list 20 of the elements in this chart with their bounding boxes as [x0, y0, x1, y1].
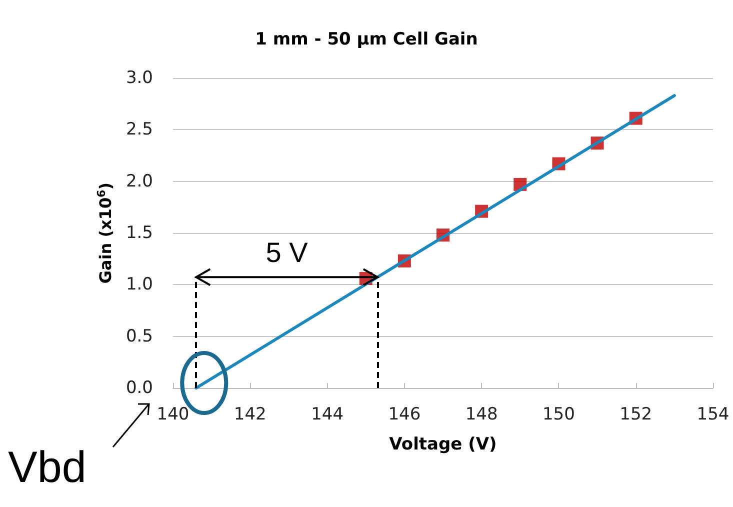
y-tick-label: 0.5 — [126, 326, 153, 346]
y-tick-label: 0.0 — [126, 378, 153, 398]
y-axis-title: Gain (x106) — [95, 182, 115, 284]
annotation: 5 V — [266, 237, 308, 268]
y-tick-label: 1.0 — [126, 274, 153, 295]
x-tick-label: 150 — [542, 404, 575, 424]
x-tick-label: 146 — [388, 404, 421, 424]
x-tick-label: 152 — [620, 404, 652, 424]
y-tick-label: 1.5 — [126, 223, 153, 243]
y-tick-label: 2.0 — [126, 171, 153, 192]
x-tick-label: 142 — [234, 404, 266, 424]
x-tick-label: 140 — [156, 404, 190, 424]
y-tick-label: 3.0 — [126, 68, 153, 88]
x-tick-label: 148 — [465, 404, 498, 424]
x-tick-label: 144 — [311, 404, 344, 424]
y-tick-label: 2.5 — [126, 120, 153, 140]
x-tick-label: 154 — [696, 404, 730, 424]
x-axis-title: Voltage (V) — [389, 434, 497, 454]
text: Vbd — [8, 443, 86, 492]
chart-title: 1 mm - 50 μm Cell Gain — [255, 30, 478, 50]
